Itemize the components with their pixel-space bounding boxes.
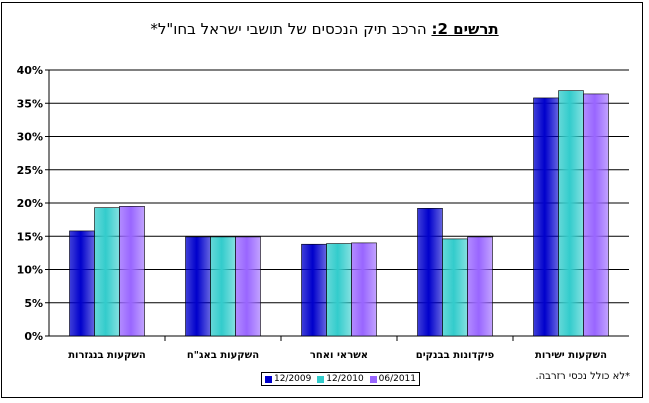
x-tick-label-3: אשראי ואחר (310, 350, 368, 361)
y-tick-label-1: 5% (24, 297, 43, 310)
bar-4-series-1 (417, 208, 443, 337)
bar-4-series-3 (467, 236, 493, 337)
legend-item-series-3: 06/2011 (369, 374, 417, 384)
chart-footnote: *לא כולל נכסי רזרבה. (535, 371, 630, 382)
chart-title: תרשים 2: הרכב תיק הנכסים של תושבי ישראל … (0, 20, 649, 38)
legend-item-series-2: 12/2010 (317, 374, 364, 384)
x-tick-label-5: השקעות ישירות (535, 350, 607, 361)
y-tick-label-3: 15% (17, 230, 43, 243)
y-tick-label-6: 30% (17, 131, 43, 144)
y-tick-label-0: 0% (24, 330, 43, 343)
chart-legend: 12/2009 12/2010 06/2011 (261, 372, 420, 386)
bar-5-series-2 (558, 90, 584, 337)
x-tick-label-4: פיקדונות בבנקים (416, 350, 495, 361)
y-tick-label-2: 10% (17, 264, 43, 277)
y-tick-label-5: 25% (17, 164, 43, 177)
x-tick-label-2: השקעות באג"ח (187, 350, 259, 361)
bar-1-series-2 (94, 207, 120, 337)
bar-2-series-1 (185, 236, 211, 337)
legend-label-series-2: 12/2010 (326, 374, 364, 384)
bar-1-series-3 (119, 206, 145, 337)
legend-swatch-series-3 (369, 375, 377, 383)
legend-swatch-series-2 (317, 375, 325, 383)
chart-title-prefix: תרשים 2: (431, 20, 499, 38)
y-tick-label-8: 40% (17, 64, 43, 77)
bar-1-series-1 (69, 230, 95, 337)
y-tick-label-7: 35% (17, 97, 43, 110)
legend-label-series-3: 06/2011 (378, 374, 417, 384)
bar-3-series-2 (326, 243, 352, 337)
y-tick-label-4: 20% (17, 197, 43, 210)
bar-2-series-3 (235, 236, 261, 337)
chart-title-text: הרכב תיק הנכסים של תושבי ישראל בחו"ל* (150, 20, 432, 38)
legend-label-series-1: 12/2009 (273, 374, 312, 384)
bar-3-series-3 (351, 242, 377, 337)
legend-item-series-1: 12/2009 (264, 374, 312, 384)
bar-3-series-1 (301, 243, 327, 337)
legend-swatch-series-1 (264, 375, 272, 383)
bar-2-series-2 (210, 236, 236, 337)
bar-4-series-2 (442, 238, 468, 337)
x-tick-label-1: השקעות בנגזרות (68, 350, 146, 361)
bar-5-series-1 (533, 97, 559, 337)
bar-5-series-3 (583, 93, 609, 337)
